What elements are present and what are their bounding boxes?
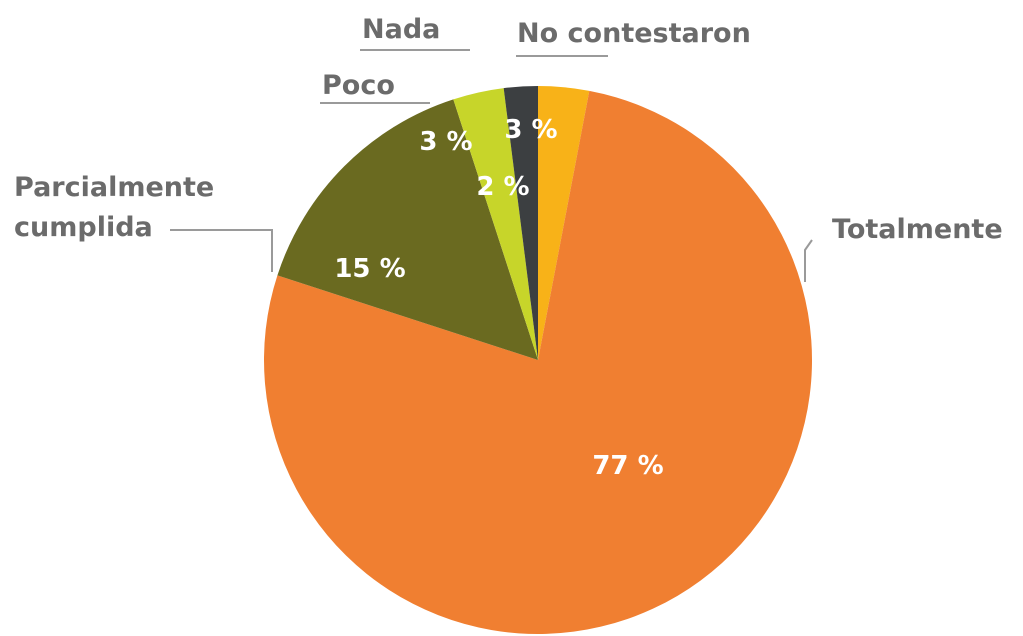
label-no-contestaron: No contestaron bbox=[517, 18, 751, 49]
pie-slice-totalmente bbox=[264, 90, 813, 634]
value-label-parcialmente: 15 % bbox=[334, 254, 405, 284]
leader-line-parcialmente bbox=[170, 229, 273, 272]
label-totalmente: Totalmente bbox=[832, 214, 1003, 245]
leader-lines bbox=[170, 49, 813, 282]
leader-line-totalmente bbox=[804, 239, 813, 282]
value-label-totalmente: 77 % bbox=[592, 451, 663, 481]
label-parcialmente-line2: cumplida bbox=[14, 212, 153, 243]
value-label-no-contestaron: 3 % bbox=[504, 115, 557, 145]
label-parcialmente-line1: Parcialmente bbox=[14, 172, 214, 203]
pie-slices bbox=[264, 85, 813, 634]
label-nada: Nada bbox=[362, 14, 440, 45]
label-poco: Poco bbox=[322, 70, 395, 101]
pie-slice-poco bbox=[453, 88, 538, 360]
pie-slice-no-contestaron bbox=[538, 85, 590, 360]
value-label-nada: 2 % bbox=[476, 172, 529, 202]
pie-slice-parcialmente-cumplida bbox=[277, 99, 538, 360]
value-label-poco: 3 % bbox=[419, 127, 472, 157]
pie-slice-nada bbox=[503, 86, 538, 360]
